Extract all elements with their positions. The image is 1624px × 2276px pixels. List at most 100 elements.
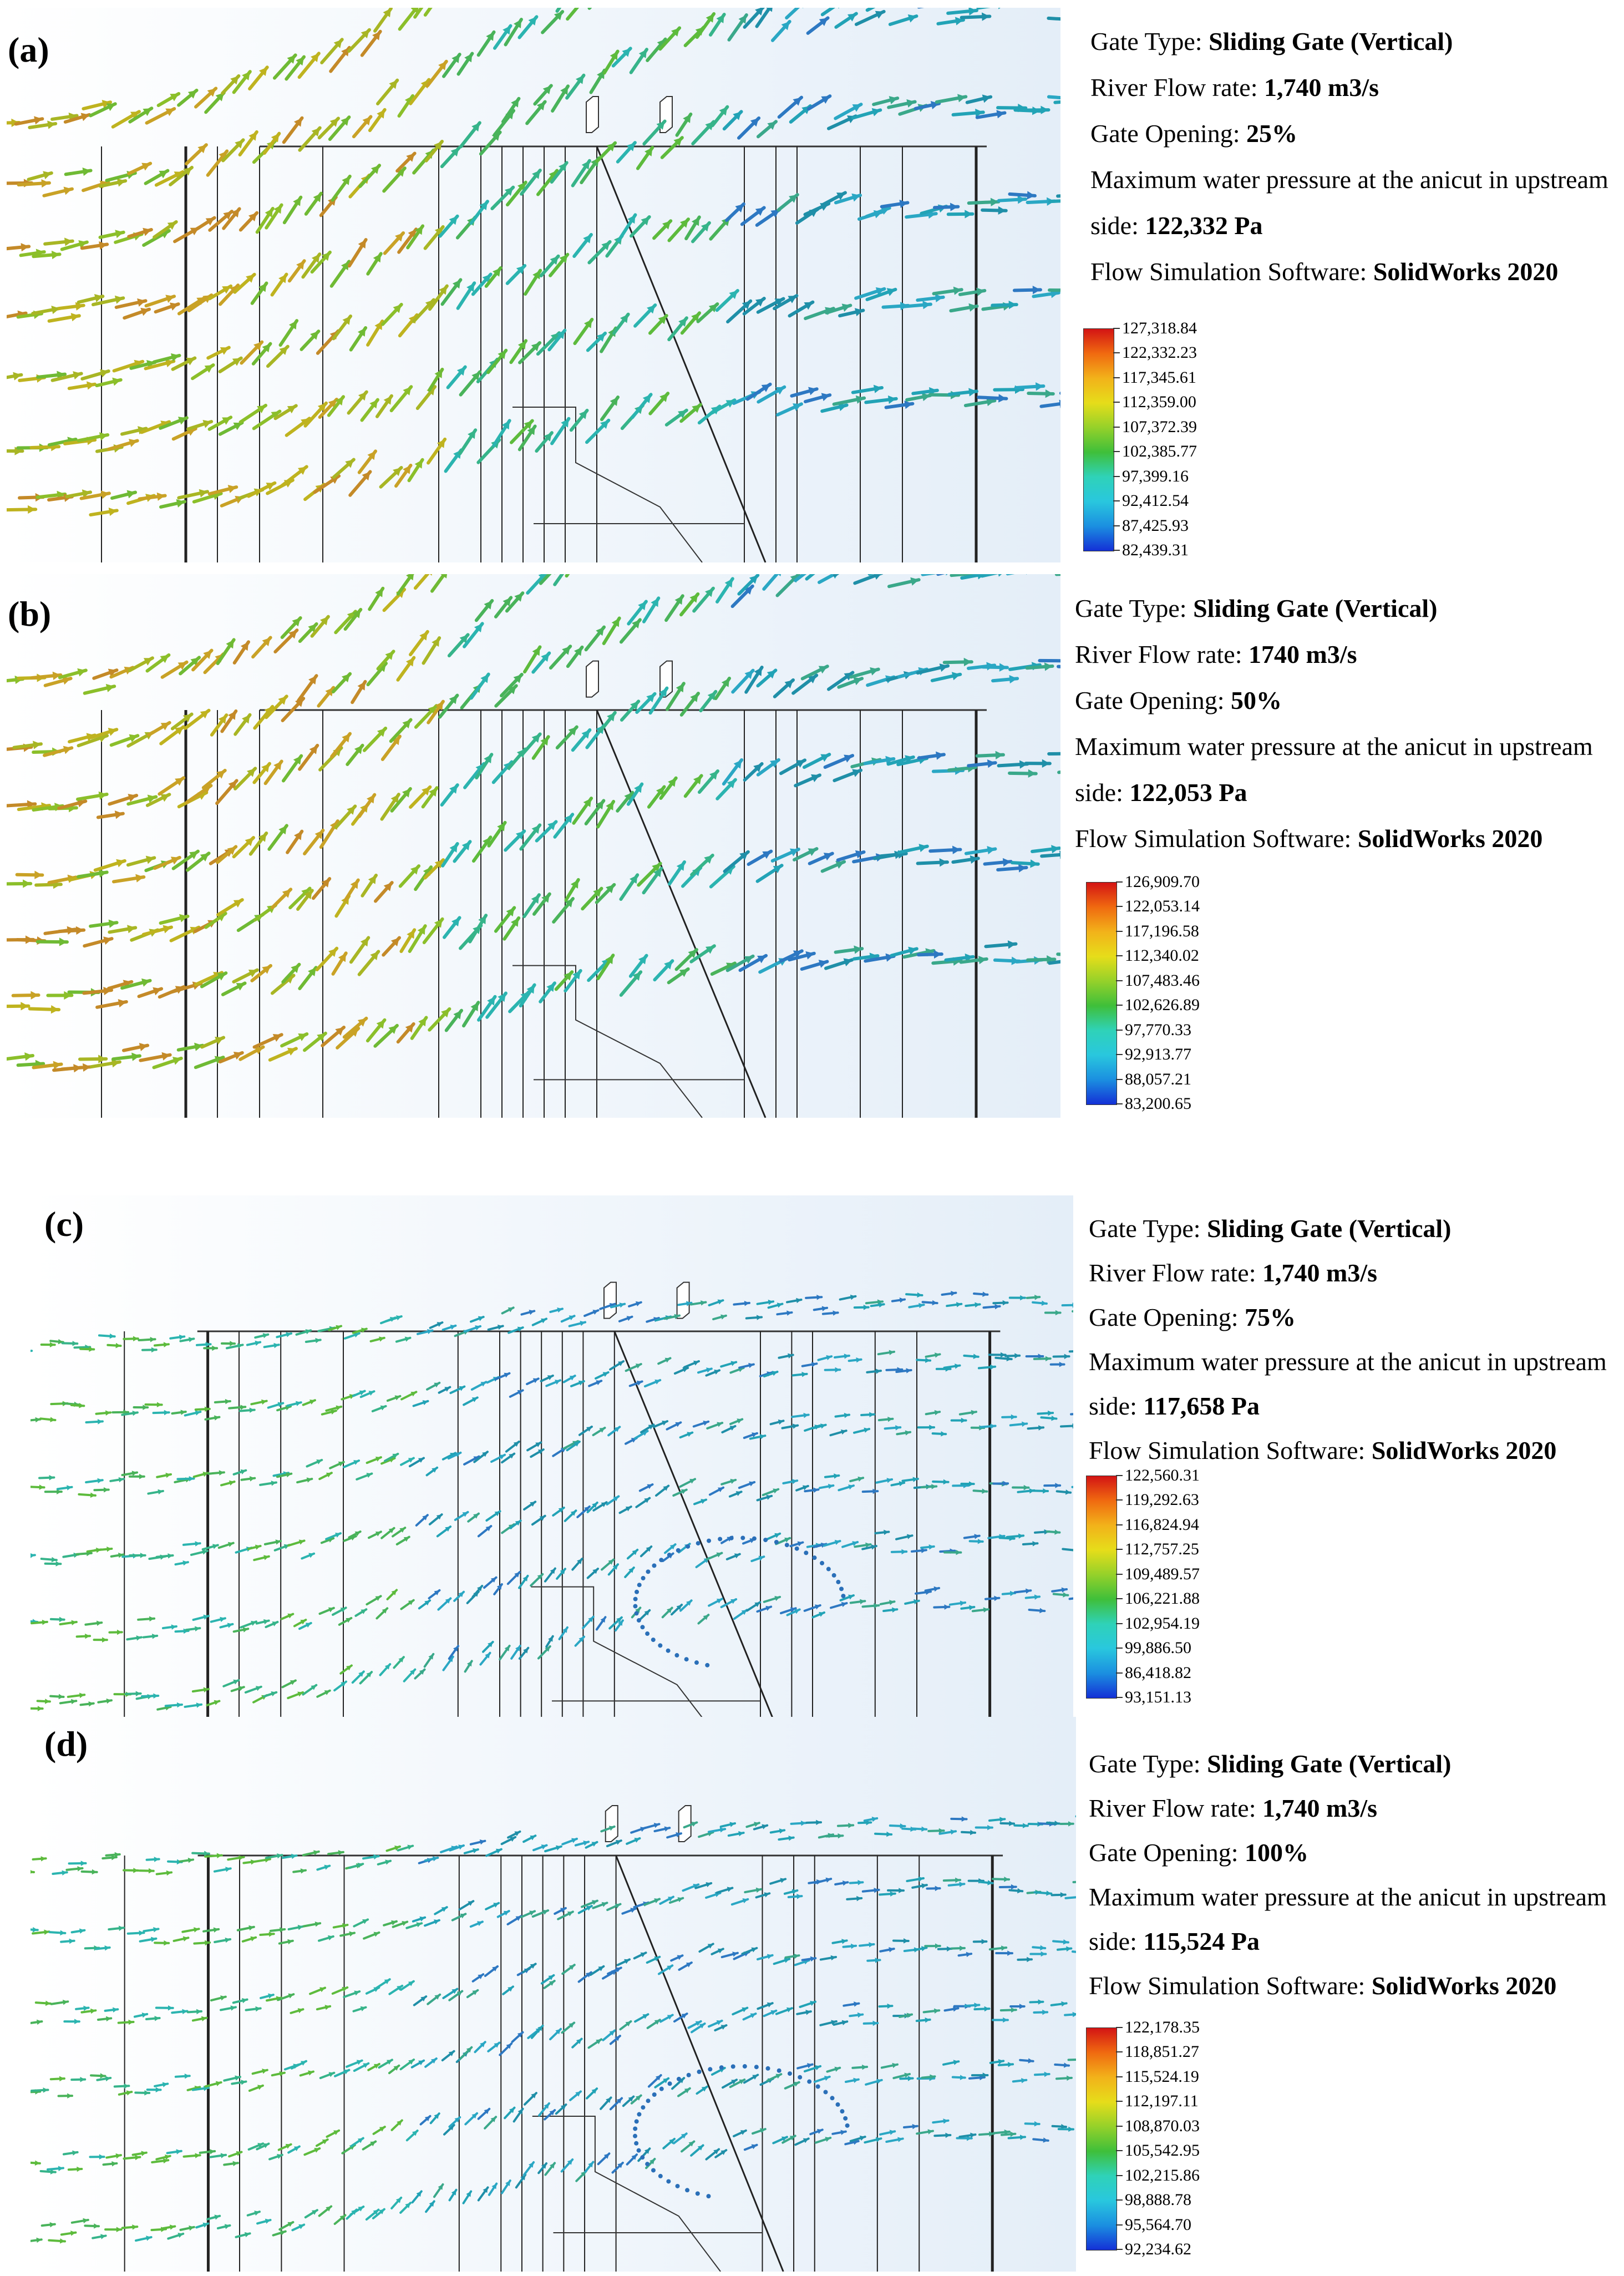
velocity-arrowhead <box>640 1952 646 1958</box>
velocity-arrowhead <box>328 948 337 957</box>
velocity-arrowhead <box>160 722 170 731</box>
gate-type-label: Gate Type: <box>1089 1214 1201 1243</box>
velocity-arrowhead <box>448 1656 453 1662</box>
pressure-label: side: <box>1090 211 1139 240</box>
velocity-arrowhead <box>262 1333 268 1339</box>
velocity-arrowhead <box>939 663 948 672</box>
velocity-arrowhead <box>596 333 606 342</box>
velocity-arrowhead <box>968 303 977 312</box>
panel-label: (d) <box>44 1724 88 1763</box>
velocity-arrowhead <box>662 221 671 230</box>
velocity-arrow <box>707 1538 712 1543</box>
velocity-arrowhead <box>388 1025 397 1034</box>
velocity-arrowhead <box>103 986 111 996</box>
velocity-arrowhead <box>13 372 22 381</box>
software-label: Flow Simulation Software: <box>1090 257 1367 286</box>
velocity-arrowhead <box>716 14 724 23</box>
velocity-arrowhead <box>219 1470 224 1476</box>
velocity-arrowhead <box>611 618 620 627</box>
velocity-arrowhead <box>182 2009 187 2015</box>
velocity-arrowhead <box>419 1916 425 1922</box>
velocity-arrowhead <box>464 53 473 63</box>
velocity-arrowhead <box>555 1380 560 1385</box>
velocity-arrowhead <box>576 2039 582 2045</box>
velocity-arrowhead <box>1034 1295 1040 1300</box>
velocity-arrowhead <box>897 2137 903 2142</box>
velocity-arrowhead <box>584 1506 590 1512</box>
velocity-arrowhead <box>646 693 655 703</box>
gate-type-line: Gate Type: Sliding Gate (Vertical) <box>1089 1742 1607 1786</box>
velocity-arrowhead <box>729 1426 735 1431</box>
velocity-arrowhead <box>600 420 609 429</box>
velocity-arrowhead <box>569 1376 575 1381</box>
velocity-arrow <box>645 1631 650 1636</box>
velocity-arrowhead <box>922 301 931 310</box>
velocity-arrowhead <box>155 2087 161 2093</box>
legend-tick <box>1113 451 1120 453</box>
velocity-arrowhead <box>45 2000 50 2006</box>
velocity-arrowhead <box>362 1919 368 1924</box>
velocity-arrowhead <box>194 1927 199 1933</box>
velocity-arrowhead <box>560 1908 566 1913</box>
velocity-arrowhead <box>982 94 991 103</box>
velocity-arrowhead <box>610 397 618 406</box>
velocity-arrowhead <box>800 1820 806 1826</box>
streamline-band <box>7 940 1060 1073</box>
anicut-profile <box>532 2116 721 2272</box>
velocity-arrowhead <box>165 108 175 116</box>
legend-value: 95,564.70 <box>1125 2215 1191 2234</box>
velocity-arrowhead <box>615 1903 621 1909</box>
streamline-band <box>7 8 592 197</box>
velocity-arrowhead <box>945 2132 951 2138</box>
velocity-arrowhead <box>716 1599 722 1604</box>
velocity-arrowhead <box>567 2159 573 2165</box>
velocity-arrowhead <box>297 1924 303 1930</box>
velocity-arrowhead <box>700 1300 706 1306</box>
velocity-arrowhead <box>656 787 664 796</box>
velocity-arrowhead <box>951 672 961 681</box>
velocity-arrowhead <box>393 304 402 313</box>
velocity-arrowhead <box>838 1833 843 1839</box>
velocity-arrow <box>686 1544 691 1549</box>
velocity-arrowhead <box>704 588 713 597</box>
velocity-arrowhead <box>982 1291 988 1297</box>
background <box>31 1717 1076 2272</box>
velocity-arrowhead <box>79 1692 85 1699</box>
legend-tick <box>1116 1648 1123 1649</box>
velocity-arrowhead <box>1002 858 1011 867</box>
velocity-arrowhead <box>113 2007 118 2013</box>
velocity-arrowhead <box>786 2007 792 2013</box>
velocity-arrowhead <box>179 1334 185 1340</box>
velocity-arrowhead <box>686 1301 692 1306</box>
velocity-arrow <box>633 2133 638 2138</box>
velocity-arrowhead <box>757 955 767 964</box>
velocity-arrowhead <box>490 1577 496 1583</box>
velocity-arrowhead <box>132 2224 138 2230</box>
velocity-arrow <box>843 2116 848 2121</box>
velocity-arrowhead <box>70 1699 77 1705</box>
velocity-arrow <box>640 2155 645 2160</box>
velocity-arrowhead <box>179 914 188 922</box>
velocity-arrowhead <box>258 67 267 77</box>
velocity-arrowhead <box>572 970 581 980</box>
velocity-arrowhead <box>918 1302 924 1309</box>
velocity-arrowhead <box>271 411 280 419</box>
gate-hook <box>603 1281 617 1319</box>
software-value: SolidWorks 2020 <box>1371 1436 1557 1464</box>
velocity-arrowhead <box>530 1964 536 1969</box>
velocity-arrowhead <box>810 2000 816 2006</box>
velocity-arrowhead <box>358 1671 364 1677</box>
velocity-arrowhead <box>1040 1945 1046 1951</box>
velocity-arrowhead <box>998 574 1002 577</box>
legend-tick <box>1113 475 1120 477</box>
velocity-arrowhead <box>617 2162 623 2168</box>
velocity-arrowhead <box>220 1995 226 2001</box>
velocity-arrowhead <box>994 1304 1000 1310</box>
velocity-arrow <box>637 1583 642 1588</box>
velocity-arrowhead <box>384 1664 390 1670</box>
velocity-arrowhead <box>729 1822 735 1827</box>
velocity-arrowhead <box>1055 1483 1060 1488</box>
velocity-arrowhead <box>821 393 830 402</box>
velocity-arrowhead <box>955 17 963 26</box>
velocity-arrowhead <box>691 217 699 226</box>
